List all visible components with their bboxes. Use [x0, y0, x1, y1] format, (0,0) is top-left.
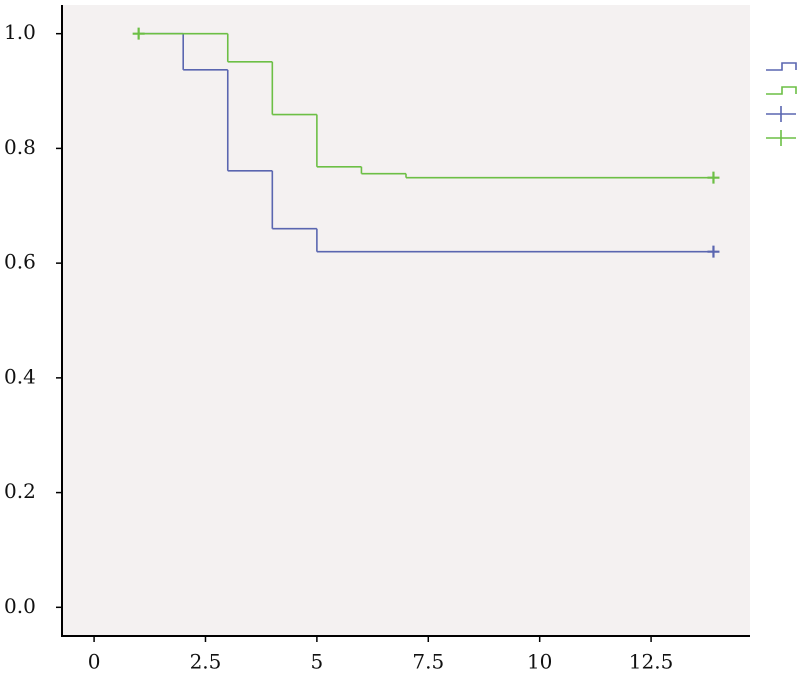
- plot-background: [62, 5, 750, 636]
- x-tick-label: 10: [527, 650, 552, 674]
- censor-mark: [707, 171, 720, 184]
- x-tick-label: 2.5: [190, 650, 222, 674]
- y-tick-label: 0.0: [4, 594, 36, 618]
- y-tick-label: 0.4: [4, 364, 36, 388]
- legend-censor: [766, 106, 796, 122]
- y-tick-label: 0.8: [4, 135, 36, 159]
- legend-step: [766, 62, 797, 71]
- x-tick-label: 12.5: [629, 650, 674, 674]
- legend-censor: [766, 130, 796, 146]
- y-tick-label: 1.0: [4, 20, 36, 44]
- censor-mark: [707, 245, 720, 258]
- x-tick-label: 7.5: [412, 650, 444, 674]
- x-tick-label: 0: [88, 650, 101, 674]
- x-tick-label: 5: [311, 650, 324, 674]
- legend-step: [766, 86, 797, 95]
- censor-mark: [132, 27, 145, 40]
- y-tick-label: 0.6: [4, 250, 36, 274]
- y-tick-label: 0.2: [4, 479, 36, 503]
